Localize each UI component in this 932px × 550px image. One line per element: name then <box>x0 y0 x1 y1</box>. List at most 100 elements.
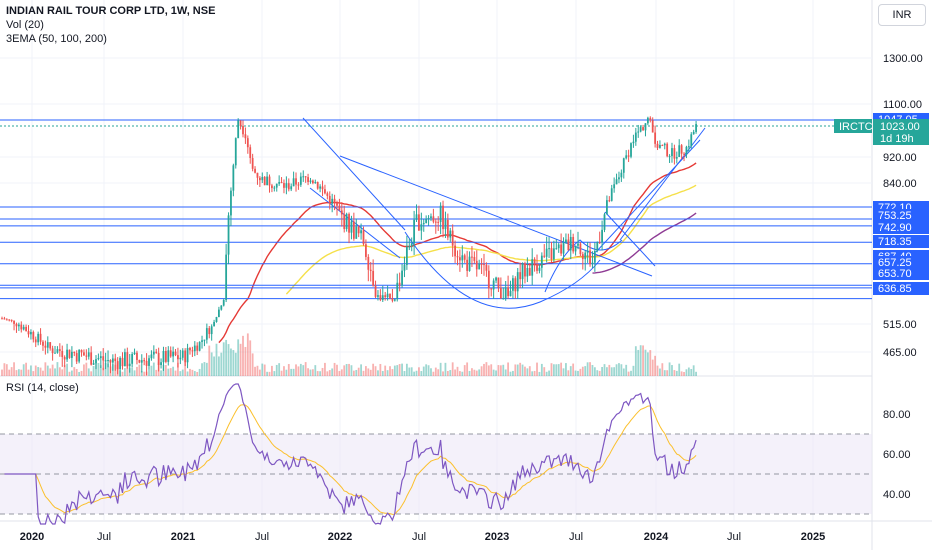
rsi-indicator-label[interactable]: RSI (14, close) <box>6 382 79 394</box>
candle-body <box>661 145 664 147</box>
candle-body <box>365 244 367 257</box>
candle-body <box>381 295 384 300</box>
candle-body <box>186 347 189 363</box>
price-level-label: 718.35 <box>878 236 912 248</box>
volume-bar <box>398 364 401 376</box>
price-tick-label: 465.00 <box>883 347 917 359</box>
candle-body <box>606 200 608 215</box>
volume-bar <box>174 370 177 376</box>
candle-body <box>545 248 548 257</box>
candle-body <box>307 177 309 182</box>
candle-body <box>251 158 254 169</box>
volume-bar <box>690 368 693 376</box>
volume-bar <box>357 367 360 376</box>
ema-200-line <box>592 212 697 274</box>
volume-bar <box>548 370 550 376</box>
volume-bar <box>321 367 324 376</box>
candle-body <box>391 298 394 301</box>
candle-body <box>8 319 11 321</box>
volume-bar <box>437 369 440 376</box>
volume-bar <box>319 371 322 376</box>
candle-body <box>70 351 73 358</box>
volume-bar <box>340 369 343 376</box>
volume-bar <box>46 365 49 376</box>
volume-bar <box>49 368 52 376</box>
volume-bar <box>475 370 478 376</box>
volume-bar <box>138 364 141 376</box>
volume-bar <box>152 362 155 376</box>
currency-button[interactable]: INR <box>878 4 926 26</box>
candle-body <box>205 328 208 340</box>
volume-bar <box>196 371 199 376</box>
candle-body <box>218 309 220 318</box>
candle-body <box>61 350 64 358</box>
symbol-title[interactable]: INDIAN RAIL TOUR CORP LTD, 1W, NSE <box>6 5 216 17</box>
volume-bar <box>401 363 403 376</box>
candle-body <box>497 277 500 288</box>
volume-bar <box>379 363 382 376</box>
volume-bar <box>42 370 44 376</box>
candle-body <box>249 147 252 159</box>
candle-body <box>642 127 644 131</box>
volume-bar <box>478 369 481 376</box>
volume-bar <box>514 364 517 376</box>
ema-indicator-label[interactable]: 3EMA (50, 100, 200) <box>6 33 107 45</box>
candle-body <box>593 250 596 263</box>
volume-bar <box>148 369 150 376</box>
candle-body <box>524 263 526 277</box>
volume-bar <box>692 365 695 376</box>
volume-bar <box>372 363 375 376</box>
volume-bar <box>538 371 541 376</box>
volume-bar <box>393 365 396 376</box>
volume-indicator-label[interactable]: Vol (20) <box>6 19 44 31</box>
candle-body <box>550 248 553 260</box>
candle-body <box>261 176 264 181</box>
candle-body <box>557 244 560 249</box>
candle-body <box>111 358 114 363</box>
candle-body <box>668 156 671 158</box>
volume-bar <box>220 352 223 376</box>
volume-bar <box>610 367 613 376</box>
volume-bar <box>295 364 297 376</box>
candle-body <box>92 363 95 365</box>
volume-bar <box>536 362 538 376</box>
candle-body <box>473 256 476 261</box>
volume-bar <box>27 369 30 376</box>
volume-bar <box>290 368 293 376</box>
price-level-tag <box>873 267 929 280</box>
candle-body <box>634 132 637 142</box>
volume-bar <box>150 365 153 376</box>
volume-bar <box>618 363 620 376</box>
volume-bar <box>80 370 83 376</box>
candle-body <box>201 340 203 342</box>
volume-bar <box>360 364 362 376</box>
volume-bar <box>552 364 555 376</box>
volume-bar <box>13 362 15 376</box>
candle-body <box>326 193 329 196</box>
volume-bar <box>350 365 353 376</box>
last-price-tag <box>873 119 929 145</box>
candle-body <box>152 351 155 355</box>
volume-bar <box>90 371 93 376</box>
volume-bar <box>83 364 85 376</box>
candle-body <box>372 270 375 286</box>
candle-body <box>244 134 247 139</box>
volume-bar <box>569 366 572 376</box>
candle-body <box>324 189 326 194</box>
candle-body <box>675 157 678 159</box>
candle-body <box>75 353 78 362</box>
volume-bar <box>271 365 273 376</box>
candle-body <box>548 248 550 250</box>
volume-bar <box>567 370 570 376</box>
cup-curve <box>404 231 601 309</box>
volume-bar <box>434 367 437 376</box>
candle-body <box>237 120 240 139</box>
candle-body <box>230 190 232 216</box>
countdown-label: 1d 19h <box>880 133 914 145</box>
candle-body <box>451 230 454 246</box>
candle-body <box>432 216 435 222</box>
volume-bar <box>73 367 76 376</box>
volume-bar <box>177 362 179 376</box>
volume-bar <box>473 369 476 376</box>
